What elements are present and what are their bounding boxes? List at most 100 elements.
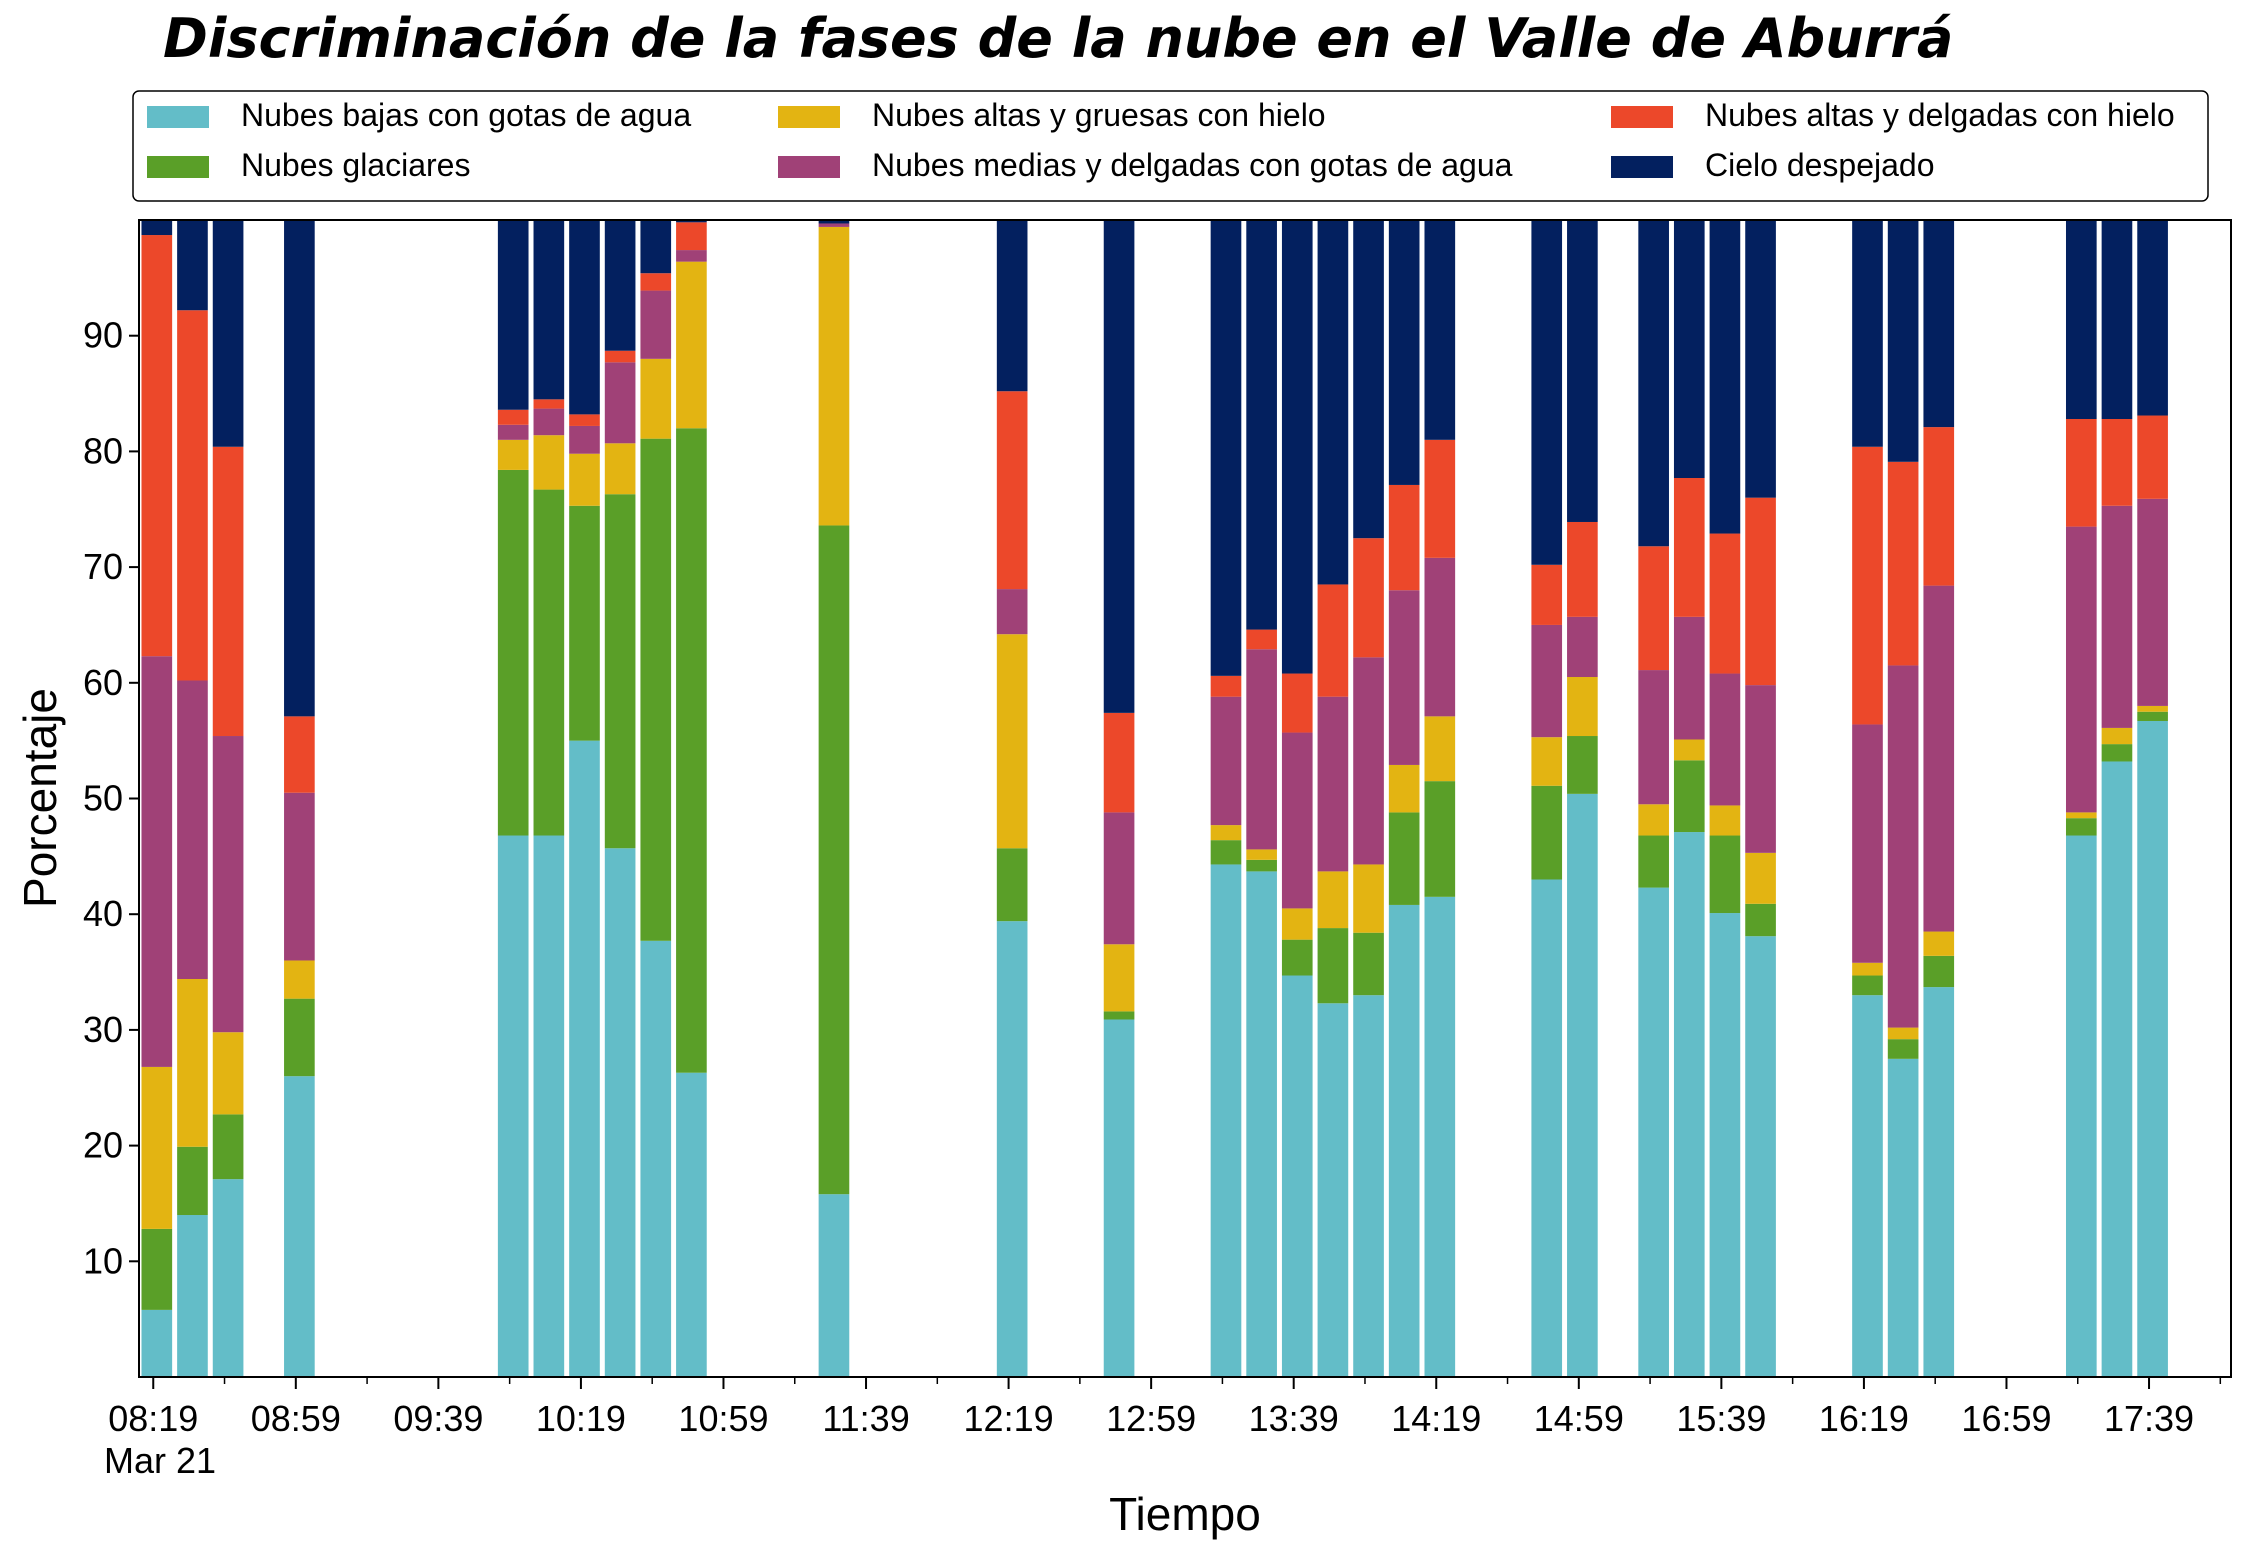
legend-label: Nubes medias y delgadas con gotas de agu… <box>872 147 1513 183</box>
bar-segment <box>1531 879 1563 1377</box>
bar-segment <box>2101 761 2133 1377</box>
bar-segment <box>1887 461 1919 666</box>
bar-segment <box>996 848 1028 922</box>
bar-segment <box>1353 995 1384 1377</box>
bar-stack <box>1353 220 1384 1377</box>
bar-segment <box>1103 220 1135 713</box>
bar-segment <box>212 220 244 447</box>
bar-segment <box>1388 764 1420 813</box>
bar-segment <box>996 634 1028 849</box>
bar-stack <box>676 220 707 1377</box>
bar-segment <box>1923 585 1955 932</box>
bar-segment <box>1852 975 1883 996</box>
bar-segment <box>1887 665 1919 1028</box>
bar-segment <box>1745 903 1776 937</box>
bar-segment <box>1353 932 1384 996</box>
bar-segment <box>1317 1003 1349 1377</box>
bar-segment <box>1887 220 1919 462</box>
bar-segment <box>1673 616 1705 740</box>
bar-segment <box>497 424 529 440</box>
x-tick-label: 11:39 <box>822 1398 909 1439</box>
legend: Nubes bajas con gotas de agua Nubes glaci… <box>132 90 2209 202</box>
bar-segment <box>2137 498 2168 706</box>
bar-segment <box>1673 832 1705 1377</box>
x-tick-label: 14:59 <box>1534 1398 1624 1439</box>
bar-stack <box>212 220 244 1377</box>
bar-stack <box>818 220 850 1377</box>
bar-segment <box>676 428 707 1073</box>
bar-segment <box>676 220 707 223</box>
bar-segment <box>1709 835 1741 914</box>
bar-segment <box>818 525 850 1195</box>
bar-segment <box>1317 928 1349 1004</box>
bar-segment <box>1638 220 1669 547</box>
bar-segment <box>1103 712 1135 813</box>
bar-segment <box>177 220 208 311</box>
bar-segment <box>1246 220 1277 630</box>
bar-stack <box>604 220 636 1377</box>
bar-segment <box>1745 936 1776 1377</box>
bar-segment <box>1745 497 1776 686</box>
bar-segment <box>676 261 707 429</box>
bar-segment <box>141 220 173 236</box>
bar-stack <box>1210 220 1242 1377</box>
bar-segment <box>1567 220 1598 522</box>
legend-swatch <box>778 106 840 128</box>
bar-stack <box>1388 220 1420 1377</box>
bar-segment <box>284 220 315 717</box>
x-tick-label: 09:39 <box>393 1398 483 1439</box>
bar-segment <box>1673 220 1705 479</box>
bar-segment <box>569 414 600 426</box>
legend-swatch <box>1611 156 1673 178</box>
bar-stack <box>1852 220 1883 1377</box>
bar-stack <box>640 220 672 1377</box>
bar-segment <box>1745 852 1776 904</box>
bar-segment <box>1673 478 1705 617</box>
bar-segment <box>1246 629 1277 650</box>
bar-segment <box>1246 871 1277 1377</box>
x-tick-label: 08:59 <box>251 1398 341 1439</box>
bar-segment <box>640 273 672 291</box>
bar-segment <box>1852 962 1883 976</box>
bar-segment <box>996 921 1028 1377</box>
bar-segment <box>1103 944 1135 1012</box>
bar-segment <box>2137 220 2168 416</box>
bar-stack <box>1567 220 1598 1377</box>
bar-segment <box>1317 696 1349 872</box>
bar-segment <box>569 453 600 506</box>
bar-segment <box>533 835 565 1377</box>
bar-segment <box>212 1179 244 1377</box>
bar-segment <box>1745 685 1776 853</box>
bar-segment <box>604 362 636 444</box>
bar-segment <box>1567 616 1598 678</box>
bar-segment <box>2101 727 2133 745</box>
bar-segment <box>2101 419 2133 506</box>
bar-segment <box>1887 1058 1919 1377</box>
legend-swatch <box>1611 106 1673 128</box>
date-label: Mar 21 <box>104 1440 216 1481</box>
bar-segment <box>2101 220 2133 419</box>
bar-segment <box>533 489 565 836</box>
bar-stack <box>1281 220 1313 1377</box>
bar-segment <box>497 220 529 410</box>
bar-stack <box>1424 220 1456 1377</box>
bar-segment <box>640 220 672 274</box>
bar-segment <box>497 439 529 470</box>
bar-segment <box>533 408 565 436</box>
bar-segment <box>996 220 1028 392</box>
bar-segment <box>1887 1027 1919 1040</box>
bar-segment <box>1103 1019 1135 1377</box>
y-tick-label: 50 <box>83 778 123 819</box>
bar-segment <box>1246 859 1277 872</box>
bar-segment <box>284 960 315 999</box>
y-tick-label: 80 <box>83 430 123 471</box>
legend-frame <box>132 90 2209 202</box>
bar-segment <box>2137 711 2168 721</box>
bar-segment <box>1709 533 1741 674</box>
bar-segment <box>818 220 850 224</box>
legend-swatch <box>147 106 209 128</box>
bar-segment <box>1852 446 1883 725</box>
bar-segment <box>1852 724 1883 963</box>
bar-segment <box>1210 696 1242 826</box>
